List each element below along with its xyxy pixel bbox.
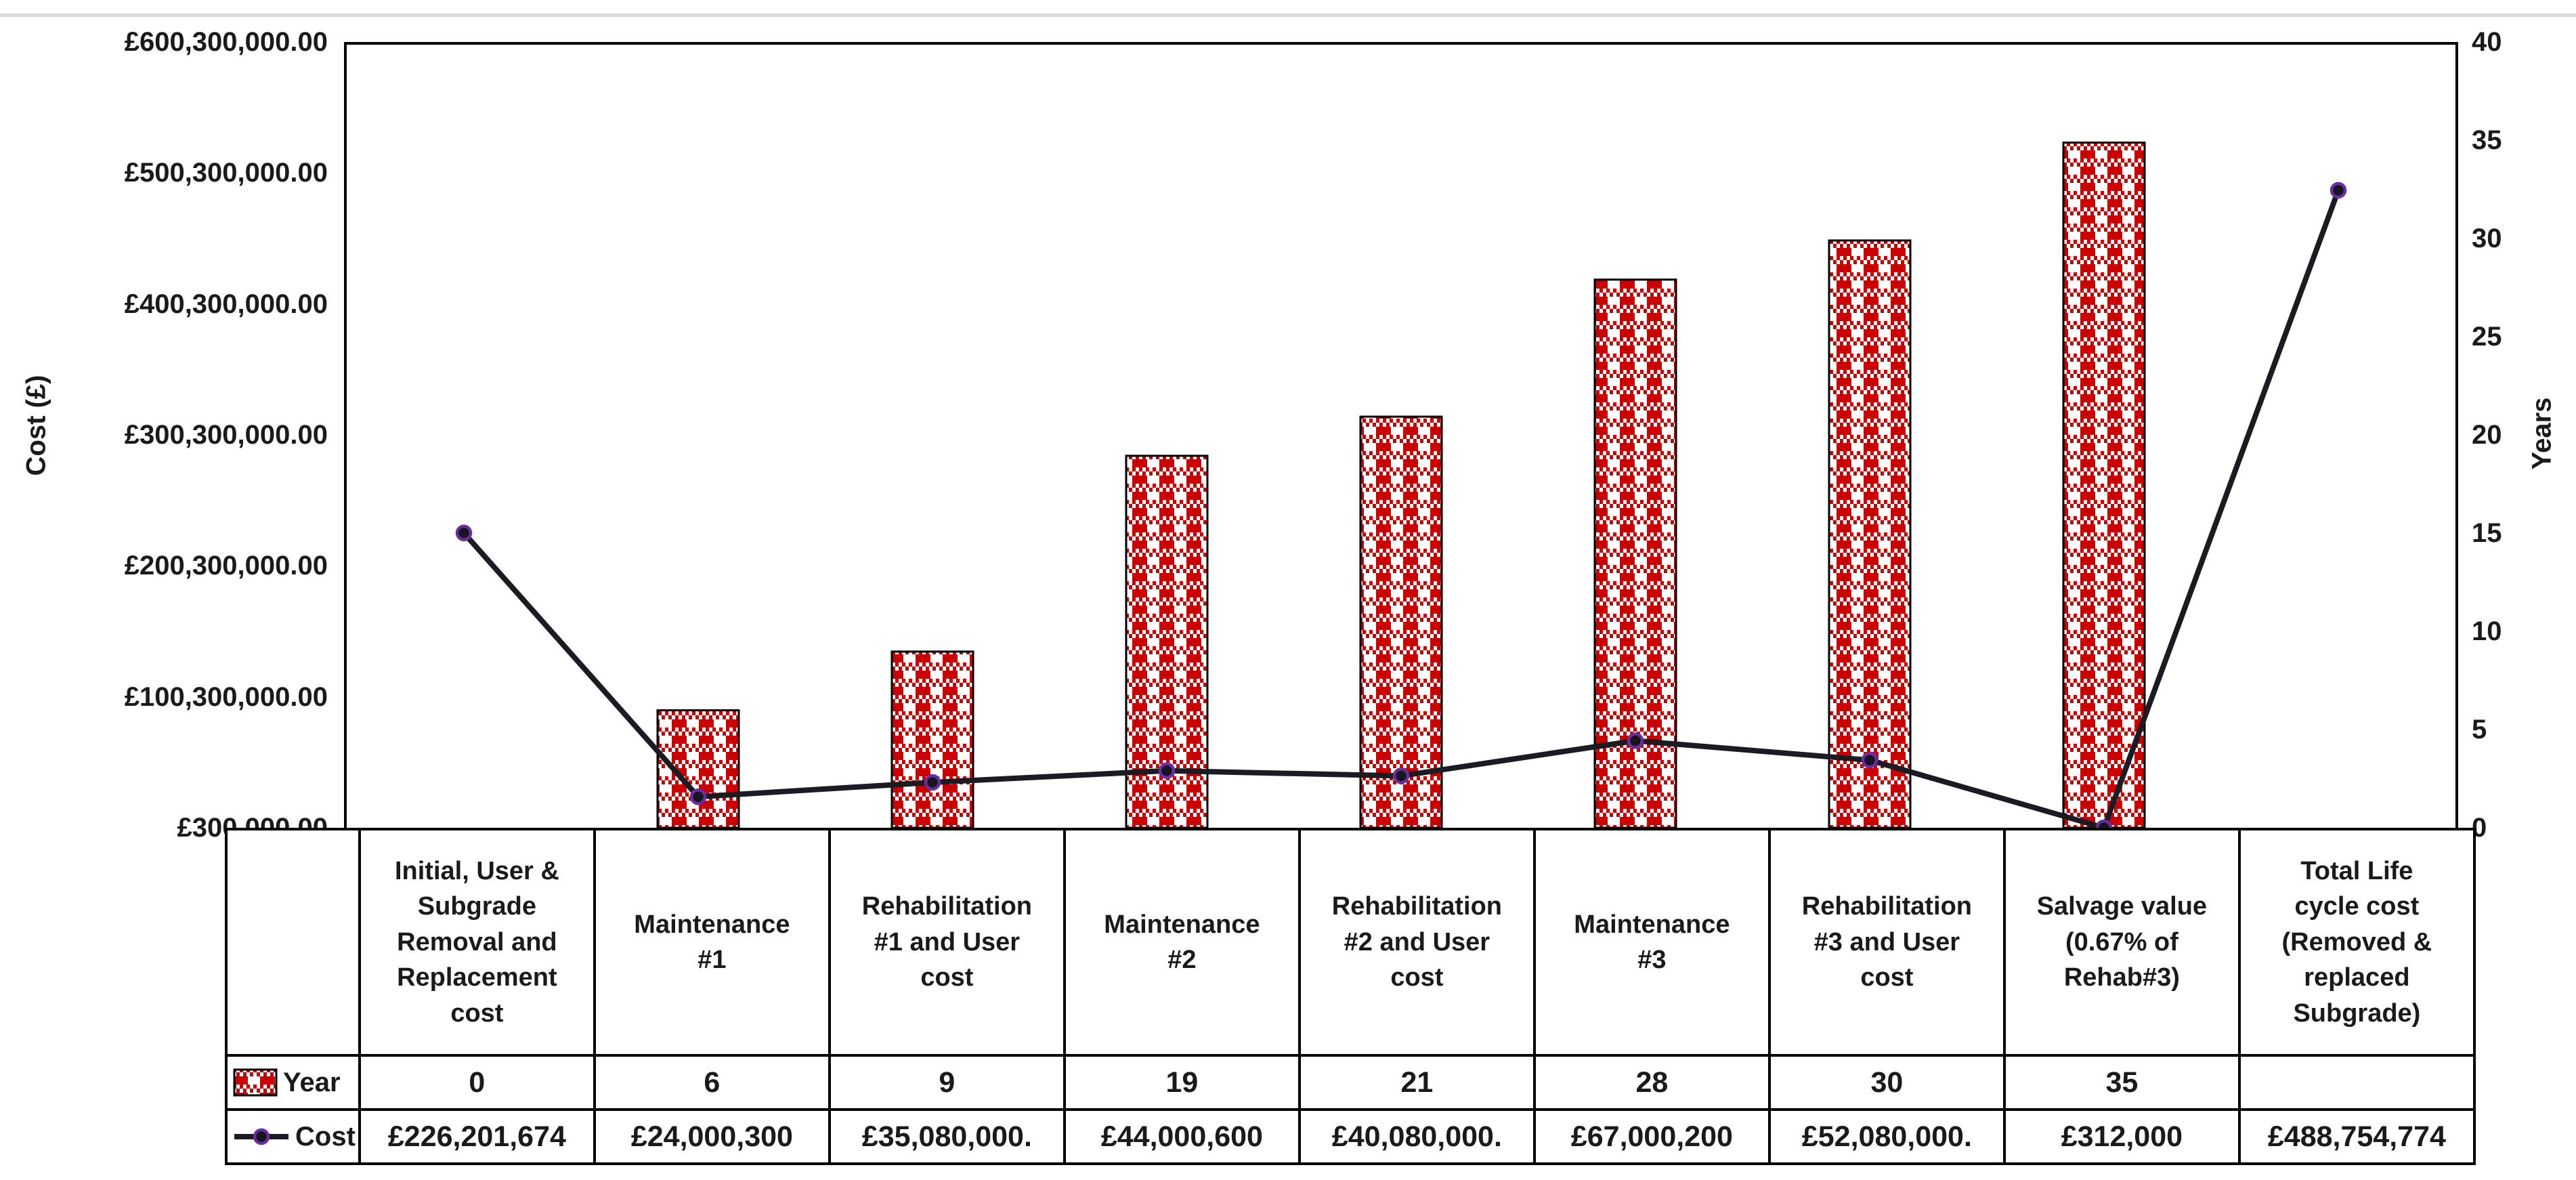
cost-marker — [455, 524, 473, 542]
year-row: Year 0 6 9 19 21 28 30 35 — [225, 1054, 2476, 1111]
right-axis-tick-label: 10 — [2472, 616, 2502, 646]
cost-marker — [689, 788, 707, 805]
cost-marker — [924, 774, 941, 791]
left-axis-tick-label: £600,300,000.00 — [124, 27, 328, 57]
cost-value-cell: £226,201,674 — [358, 1108, 596, 1165]
left-axis-tick-label: £500,300,000.00 — [124, 158, 328, 188]
year-value-cell: 19 — [1062, 1054, 1301, 1111]
cost-value-cell: £35,080,000. — [828, 1108, 1066, 1165]
chart-top-rule — [0, 14, 2576, 17]
category-header-cell: Maintenance #3 — [1532, 828, 1771, 1057]
cost-series-marker-icon — [234, 1128, 288, 1145]
category-header-cell: Rehabilitation #1 and User cost — [828, 828, 1066, 1057]
left-axis-tick-label: £400,300,000.00 — [124, 289, 328, 319]
year-value-cell: 28 — [1532, 1054, 1771, 1111]
right-axis-tick-label: 30 — [2472, 224, 2502, 253]
plot-area — [344, 42, 2458, 837]
category-header-cell: Total Life cycle cost (Removed & replace… — [2237, 828, 2476, 1057]
year-value-cell — [2237, 1054, 2476, 1111]
cost-value-cell: £40,080,000. — [1297, 1108, 1536, 1165]
year-value-cell: 6 — [593, 1054, 831, 1111]
right-axis-tick-labels: 40 35 30 25 20 15 10 5 0 — [2472, 26, 2573, 844]
year-value-cell: 9 — [828, 1054, 1066, 1111]
right-axis-tick-label: 0 — [2472, 813, 2487, 843]
year-value-cell: 0 — [358, 1054, 596, 1111]
cost-value-cell: £67,000,200 — [1532, 1108, 1771, 1165]
cost-value-cell: £52,080,000. — [1767, 1108, 2006, 1165]
left-axis-tick-label: £200,300,000.00 — [124, 551, 328, 581]
year-legend-label: Year — [283, 1067, 341, 1097]
right-axis-tick-label: 5 — [2472, 715, 2487, 744]
category-header-row: Initial, User & Subgrade Removal and Rep… — [225, 828, 2476, 1057]
category-header-cell: Initial, User & Subgrade Removal and Rep… — [358, 828, 596, 1057]
cost-marker — [2330, 182, 2347, 199]
year-bar — [890, 650, 974, 829]
cost-value-cell: £488,754,774 — [2237, 1108, 2476, 1165]
year-legend-cell: Year — [225, 1054, 361, 1111]
cost-legend-cell: Cost — [225, 1108, 361, 1165]
cost-marker — [1627, 732, 1644, 749]
year-value-cell: 30 — [1767, 1054, 2006, 1111]
left-axis-tick-labels: £600,300,000.00 £500,300,000.00 £400,300,0… — [0, 26, 328, 844]
year-bar — [1828, 239, 1912, 829]
table-corner-spacer — [225, 828, 361, 1057]
left-axis-tick-label: £300,300,000.00 — [124, 419, 328, 450]
data-table: Initial, User & Subgrade Removal and Rep… — [225, 828, 2476, 1165]
year-series-swatch-icon — [233, 1068, 278, 1097]
category-header-cell: Maintenance #2 — [1062, 828, 1301, 1057]
year-bar — [656, 709, 740, 829]
cost-value-cell: £24,000,300 — [593, 1108, 831, 1165]
cost-value-cell: £312,000 — [2002, 1108, 2241, 1165]
right-axis-tick-label: 40 — [2472, 27, 2502, 57]
year-value-cell: 21 — [1297, 1054, 1536, 1111]
cost-row: Cost £226,201,674 £24,000,300 £35,080,000.… — [225, 1108, 2476, 1165]
cost-value-cell: £44,000,600 — [1062, 1108, 1301, 1165]
year-bar — [1359, 415, 1443, 829]
year-bar — [2062, 142, 2146, 829]
cost-marker — [1392, 767, 1410, 784]
right-axis-tick-label: 25 — [2472, 322, 2502, 352]
year-value-cell: 35 — [2002, 1054, 2241, 1111]
right-axis-tick-label: 15 — [2472, 518, 2502, 548]
cost-legend-label: Cost — [295, 1121, 356, 1152]
category-header-cell: Rehabilitation #3 and User cost — [1767, 828, 2006, 1057]
category-header-cell: Salvage value (0.67% of Rehab#3) — [2002, 828, 2241, 1057]
cost-marker — [1861, 751, 1879, 769]
right-axis-tick-label: 35 — [2472, 125, 2502, 155]
left-axis-tick-label: £100,300,000.00 — [124, 681, 328, 712]
category-header-cell: Maintenance #1 — [593, 828, 831, 1057]
cost-marker — [1158, 762, 1176, 780]
plot-canvas — [455, 142, 2347, 837]
category-header-cell: Rehabilitation #2 and User cost — [1297, 828, 1536, 1057]
right-axis-tick-label: 20 — [2472, 420, 2502, 450]
